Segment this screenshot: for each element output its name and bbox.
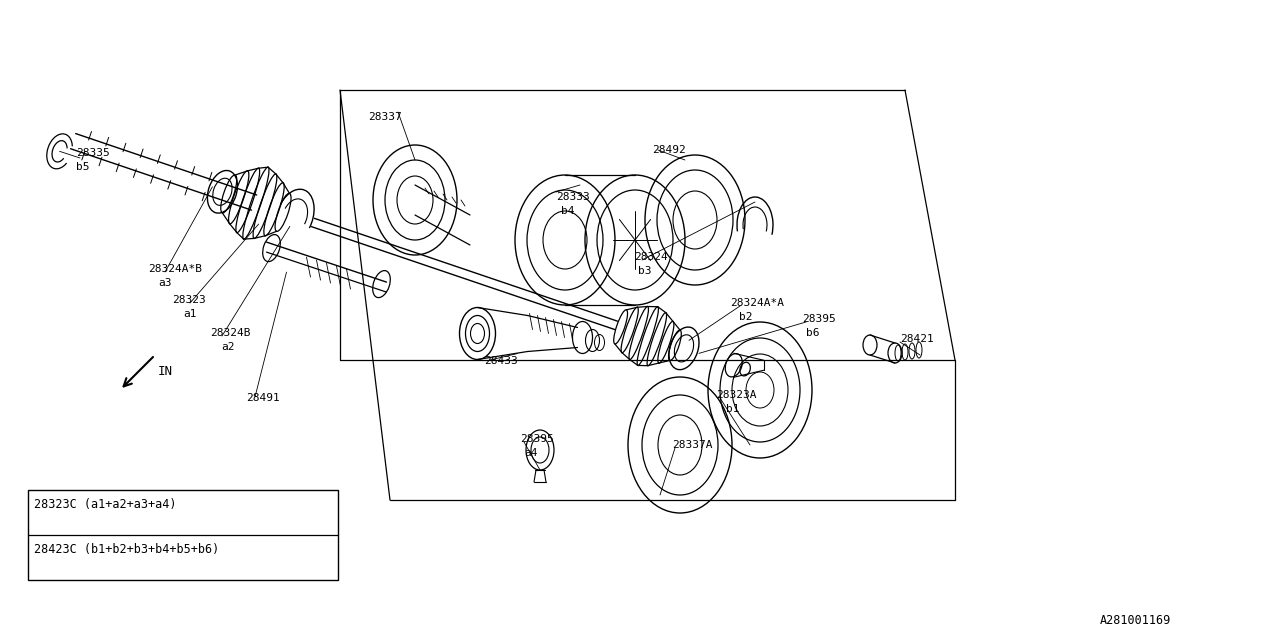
Text: 28395: 28395: [803, 314, 836, 324]
Text: 28337A: 28337A: [672, 440, 713, 450]
Text: a2: a2: [221, 342, 234, 352]
Text: 28491: 28491: [246, 393, 280, 403]
Text: 28337: 28337: [369, 112, 402, 122]
Text: 28395: 28395: [520, 434, 554, 444]
Text: 28323A: 28323A: [716, 390, 756, 400]
Text: A281001169: A281001169: [1100, 614, 1171, 627]
Text: 28423C (b1+b2+b3+b4+b5+b6): 28423C (b1+b2+b3+b4+b5+b6): [35, 543, 219, 556]
Text: 28323: 28323: [172, 295, 206, 305]
Text: b6: b6: [806, 328, 819, 338]
Text: 28324A*A: 28324A*A: [730, 298, 783, 308]
Text: 28324: 28324: [634, 252, 668, 262]
Text: b1: b1: [726, 404, 740, 414]
Text: 28324B: 28324B: [210, 328, 251, 338]
Text: IN: IN: [157, 365, 173, 378]
Text: 28333: 28333: [556, 192, 590, 202]
Text: a3: a3: [157, 278, 172, 288]
Text: b2: b2: [739, 312, 753, 322]
Bar: [28, 490, 338, 580]
Text: a1: a1: [183, 309, 197, 319]
Text: b4: b4: [561, 206, 575, 216]
Text: 28421: 28421: [900, 334, 933, 344]
Text: 28433: 28433: [484, 356, 517, 366]
Text: b5: b5: [76, 162, 90, 172]
Text: b3: b3: [637, 266, 652, 276]
Text: 28335: 28335: [76, 148, 110, 158]
Text: 28492: 28492: [652, 145, 686, 155]
Text: a4: a4: [524, 448, 538, 458]
Text: 28324A*B: 28324A*B: [148, 264, 202, 274]
Text: 28323C (a1+a2+a3+a4): 28323C (a1+a2+a3+a4): [35, 498, 177, 511]
